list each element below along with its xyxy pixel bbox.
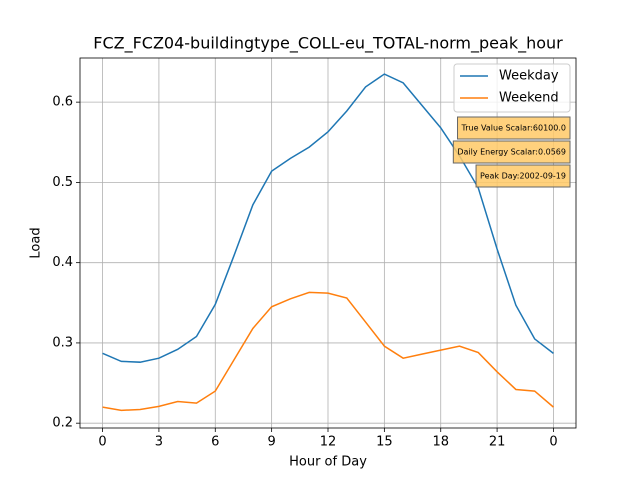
- y-tick-label: 0.6: [52, 95, 73, 110]
- line-series: [102, 291, 554, 412]
- annotation-text: Daily Energy Scalar:0.0569: [457, 148, 566, 157]
- x-tick-label: 18: [432, 435, 449, 450]
- x-tick-label: 0: [549, 435, 557, 450]
- line-series: [102, 73, 554, 363]
- y-tick-label: 0.4: [52, 255, 73, 270]
- x-tick-label: 3: [155, 435, 163, 450]
- annotation-text: True Value Scalar:60100.0: [461, 124, 566, 133]
- annotation-text: Peak Day:2002-09-19: [480, 172, 566, 181]
- chart-title: FCZ_FCZ04-buildingtype_COLL-eu_TOTAL-nor…: [93, 34, 563, 54]
- x-tick-label: 0: [98, 435, 106, 450]
- annotation-box: [457, 116, 571, 140]
- y-axis-label: Load: [29, 227, 44, 258]
- y-tick-label: 0.5: [52, 175, 73, 190]
- x-tick-label: 15: [376, 435, 393, 450]
- x-tick-label: 9: [267, 435, 275, 450]
- y-tick-label: 0.3: [52, 335, 73, 350]
- annotation-box: [452, 140, 571, 164]
- legend-label: Weekday: [499, 69, 559, 84]
- legend-label: Weekend: [499, 91, 559, 106]
- y-tick-label: 0.2: [52, 416, 73, 431]
- plot-frame: [79, 57, 577, 429]
- x-tick-label: 12: [320, 435, 337, 450]
- x-axis-label: Hour of Day: [289, 455, 367, 470]
- x-tick-label: 21: [489, 435, 506, 450]
- annotation-box: [475, 164, 571, 188]
- x-tick-label: 6: [211, 435, 219, 450]
